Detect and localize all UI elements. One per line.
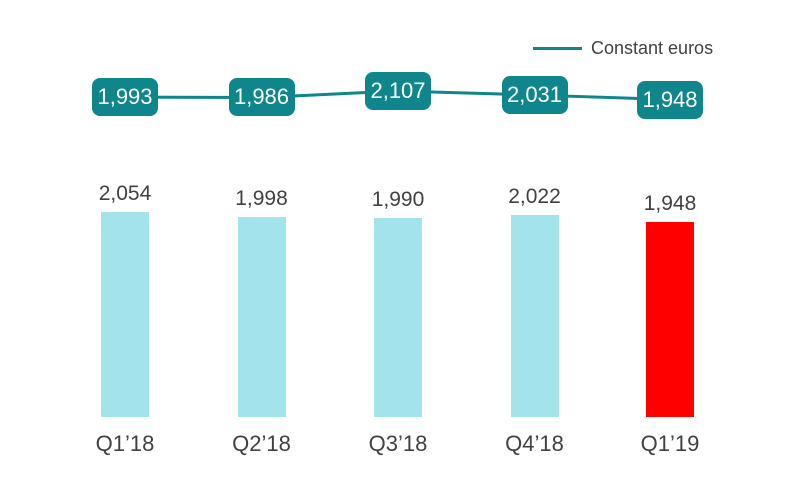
category-label: Q1’19 [640, 431, 700, 456]
line-point-label: 2,031 [501, 76, 568, 115]
line-point-label: 2,107 [365, 72, 431, 110]
bar-2 [237, 217, 286, 417]
bar-5 [646, 222, 694, 417]
category-label: Q4’18 [505, 431, 564, 456]
bar-value-label: 2,022 [508, 184, 561, 208]
bar-1 [101, 211, 149, 417]
bar-4 [510, 214, 559, 417]
bar-value-label: 1,948 [643, 192, 697, 216]
line-point-label: 1,948 [637, 80, 703, 119]
bar-value-label: 2,054 [98, 181, 152, 205]
legend-line-swatch [533, 46, 582, 50]
legend: Constant euros [533, 38, 713, 58]
bar-3 [374, 218, 422, 417]
bar-value-label: 1,990 [371, 188, 425, 211]
line-point-label: 1,986 [228, 78, 295, 117]
category-label: Q2’18 [232, 431, 291, 456]
bar-value-label: 1,998 [235, 187, 288, 211]
line-point-label: 1,993 [92, 78, 158, 117]
category-label: Q1’18 [95, 431, 155, 456]
category-label: Q3’18 [368, 431, 428, 456]
legend-label: Constant euros [591, 37, 714, 58]
